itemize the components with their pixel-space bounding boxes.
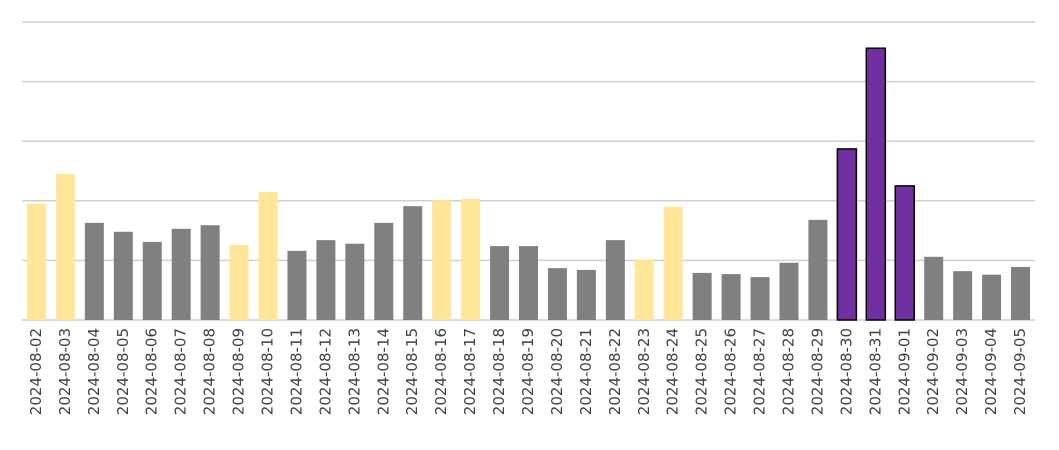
bar bbox=[547, 268, 567, 320]
bar bbox=[142, 241, 162, 320]
x-tick-label: 2024-08-06 bbox=[143, 328, 161, 415]
x-tick-label: 2024-08-24 bbox=[664, 328, 682, 415]
bar bbox=[316, 240, 336, 320]
x-tick-label: 2024-08-23 bbox=[635, 328, 653, 415]
x-tick-label: 2024-08-11 bbox=[287, 328, 305, 415]
x-tick-label: 2024-08-30 bbox=[837, 328, 855, 415]
bar bbox=[865, 47, 887, 321]
bar bbox=[779, 262, 799, 320]
x-tick-label: 2024-08-04 bbox=[85, 328, 103, 415]
x-tick-label: 2024-08-18 bbox=[490, 328, 508, 415]
x-tick-label: 2024-08-22 bbox=[606, 328, 624, 415]
x-tick-label: 2024-08-29 bbox=[808, 328, 826, 415]
bar bbox=[258, 191, 278, 320]
bar bbox=[461, 199, 481, 320]
x-tick-label: 2024-08-25 bbox=[693, 328, 711, 415]
x-tick-label: 2024-08-08 bbox=[201, 328, 219, 415]
x-tick-label: 2024-08-15 bbox=[403, 328, 421, 415]
x-tick-label: 2024-08-13 bbox=[345, 328, 363, 415]
x-tick-label: 2024-08-17 bbox=[461, 328, 479, 415]
x-tick-label: 2024-08-31 bbox=[866, 328, 884, 415]
x-tick-label: 2024-09-01 bbox=[895, 328, 913, 415]
x-tick-label: 2024-09-04 bbox=[982, 328, 1000, 415]
bar bbox=[84, 222, 104, 320]
x-tick-label: 2024-08-16 bbox=[432, 328, 450, 415]
bar bbox=[374, 222, 394, 320]
bar bbox=[721, 274, 741, 320]
x-tick-label: 2024-08-14 bbox=[374, 328, 392, 415]
x-tick-label: 2024-08-27 bbox=[751, 328, 769, 415]
x-tick-label: 2024-08-03 bbox=[56, 328, 74, 415]
bar bbox=[634, 259, 654, 320]
x-tick-label: 2024-08-10 bbox=[259, 328, 277, 415]
bar bbox=[663, 206, 683, 320]
bar bbox=[808, 219, 828, 320]
x-tick-label: 2024-08-05 bbox=[114, 328, 132, 415]
bar bbox=[953, 271, 973, 320]
x-tick-label: 2024-08-20 bbox=[548, 328, 566, 415]
bar bbox=[26, 203, 46, 320]
bar bbox=[750, 277, 770, 320]
x-tick-label: 2024-09-02 bbox=[924, 328, 942, 415]
bar bbox=[229, 244, 249, 320]
bar bbox=[924, 256, 944, 320]
bar bbox=[345, 243, 365, 320]
bar bbox=[55, 173, 75, 320]
bar bbox=[519, 246, 538, 320]
x-tick-label: 2024-09-03 bbox=[953, 328, 971, 415]
bar bbox=[692, 272, 712, 320]
bar bbox=[171, 228, 191, 320]
bar bbox=[287, 250, 307, 320]
bar bbox=[982, 274, 1002, 320]
bar bbox=[113, 231, 133, 320]
bar bbox=[403, 206, 423, 320]
x-tick-label: 2024-08-26 bbox=[722, 328, 740, 415]
bar bbox=[605, 240, 625, 320]
x-tick-label: 2024-08-21 bbox=[577, 328, 595, 415]
x-tick-label: 2024-08-19 bbox=[519, 328, 537, 415]
bar bbox=[1011, 266, 1031, 320]
bar bbox=[200, 225, 220, 320]
x-tick-label: 2024-08-07 bbox=[172, 328, 190, 415]
bar bbox=[490, 246, 510, 320]
bar bbox=[432, 200, 452, 320]
x-tick-label: 2024-08-12 bbox=[316, 328, 334, 415]
x-tick-label: 2024-08-02 bbox=[27, 328, 45, 415]
bar bbox=[576, 269, 596, 320]
x-tick-label: 2024-08-09 bbox=[230, 328, 248, 415]
x-tick-label: 2024-09-05 bbox=[1011, 328, 1029, 415]
x-tick-label: 2024-08-28 bbox=[779, 328, 797, 415]
bar bbox=[836, 148, 858, 321]
bar bbox=[894, 185, 916, 321]
